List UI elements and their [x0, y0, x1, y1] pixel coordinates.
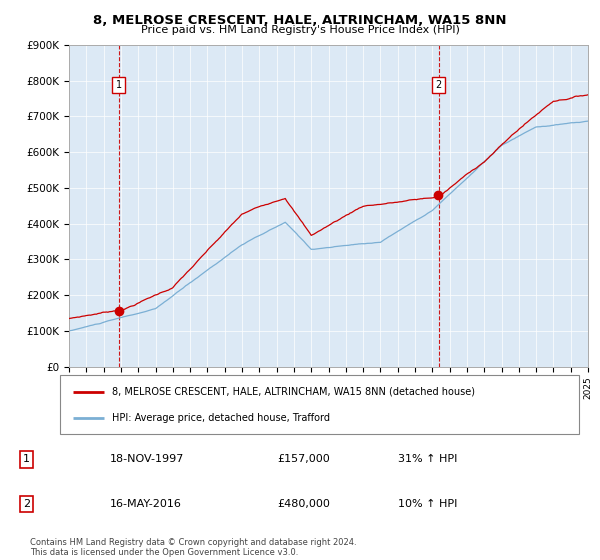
Text: 18-NOV-1997: 18-NOV-1997 — [110, 454, 184, 464]
Text: 8, MELROSE CRESCENT, HALE, ALTRINCHAM, WA15 8NN: 8, MELROSE CRESCENT, HALE, ALTRINCHAM, W… — [93, 14, 507, 27]
Text: 1: 1 — [116, 80, 122, 90]
Text: £157,000: £157,000 — [277, 454, 330, 464]
Text: 16-MAY-2016: 16-MAY-2016 — [110, 499, 182, 509]
Text: 1: 1 — [23, 454, 30, 464]
Text: £480,000: £480,000 — [277, 499, 330, 509]
Text: 10% ↑ HPI: 10% ↑ HPI — [398, 499, 457, 509]
Text: Price paid vs. HM Land Registry's House Price Index (HPI): Price paid vs. HM Land Registry's House … — [140, 25, 460, 35]
Text: Contains HM Land Registry data © Crown copyright and database right 2024.
This d: Contains HM Land Registry data © Crown c… — [30, 538, 356, 557]
Text: HPI: Average price, detached house, Trafford: HPI: Average price, detached house, Traf… — [112, 413, 330, 423]
FancyBboxPatch shape — [60, 375, 579, 434]
Text: 8, MELROSE CRESCENT, HALE, ALTRINCHAM, WA15 8NN (detached house): 8, MELROSE CRESCENT, HALE, ALTRINCHAM, W… — [112, 386, 475, 396]
Text: 2: 2 — [23, 499, 30, 509]
Text: 2: 2 — [436, 80, 442, 90]
Text: 31% ↑ HPI: 31% ↑ HPI — [398, 454, 457, 464]
